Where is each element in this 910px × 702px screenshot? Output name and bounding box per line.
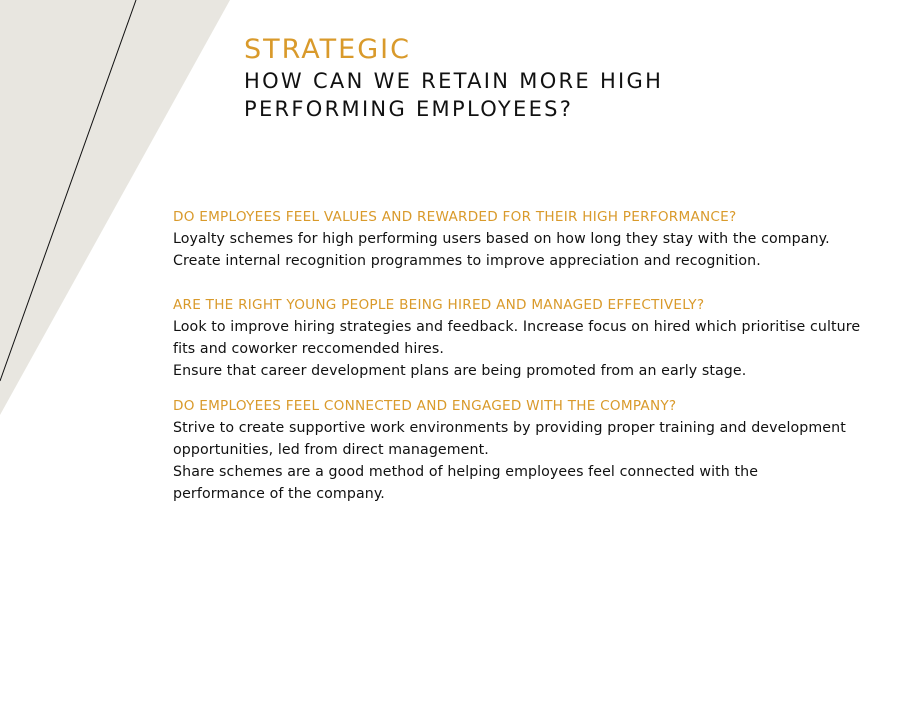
slide-kicker: STRATEGIC [244,33,844,67]
section-question: DO EMPLOYEES FEEL VALUES AND REWARDED FO… [173,206,910,228]
section-question: ARE THE RIGHT YOUNG PEOPLE BEING HIRED A… [173,294,910,316]
section-paragraph: Share schemes are a good method of helpi… [173,461,833,505]
slide-title-line-2: PERFORMING EMPLOYEES? [244,97,573,121]
slide-header: STRATEGIC HOW CAN WE RETAIN MORE HIGH PE… [244,33,844,123]
section-paragraph: Create internal recognition programmes t… [173,250,910,272]
section-connected-engaged: DO EMPLOYEES FEEL CONNECTED AND ENGAGED … [173,395,910,505]
slide-title-line-1: HOW CAN WE RETAIN MORE HIGH [244,69,663,93]
section-paragraph: Strive to create supportive work environ… [173,417,906,461]
section-hiring-management: ARE THE RIGHT YOUNG PEOPLE BEING HIRED A… [173,294,910,382]
section-paragraph: Ensure that career development plans are… [173,360,910,382]
section-paragraph: Loyalty schemes for high performing user… [173,228,910,250]
slide-title: HOW CAN WE RETAIN MORE HIGH PERFORMING E… [244,67,844,123]
section-question: DO EMPLOYEES FEEL CONNECTED AND ENGAGED … [173,395,910,417]
section-paragraph: Look to improve hiring strategies and fe… [173,316,873,360]
section-valued-rewarded: DO EMPLOYEES FEEL VALUES AND REWARDED FO… [173,206,910,272]
slide-content: DO EMPLOYEES FEEL VALUES AND REWARDED FO… [173,206,910,505]
